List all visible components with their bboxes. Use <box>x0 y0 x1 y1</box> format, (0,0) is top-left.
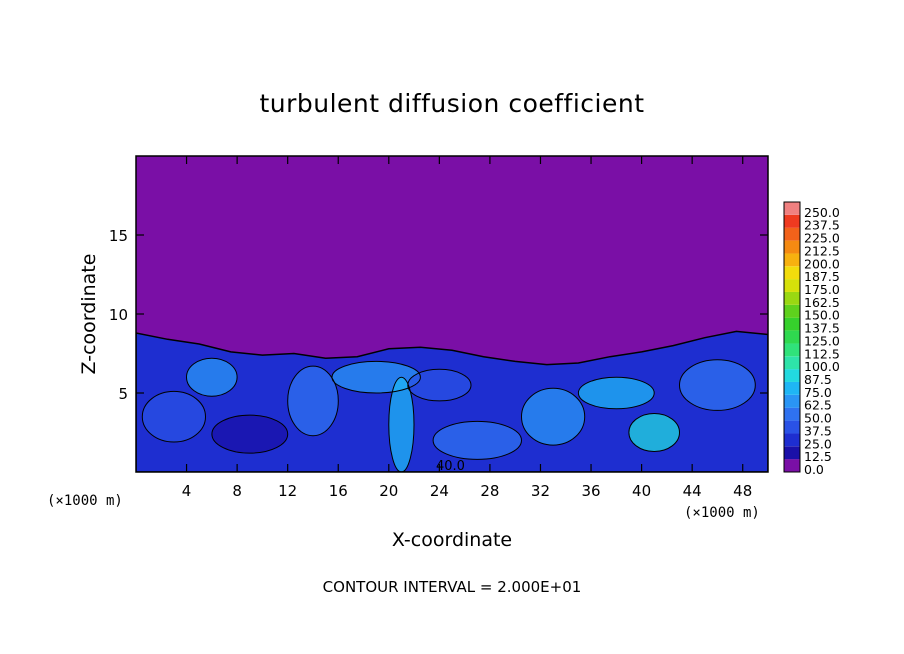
contour-label: 40.0 <box>436 459 465 474</box>
y-tick-label: 5 <box>118 385 128 403</box>
contour-interval-footer: CONTOUR INTERVAL = 2.000E+01 <box>323 578 582 596</box>
contour-line <box>407 368 472 402</box>
x-tick-label: 32 <box>531 482 550 500</box>
x-tick-label: 12 <box>278 482 297 500</box>
contour-line <box>331 360 421 394</box>
colorbar-label: 237.5 <box>804 218 840 233</box>
colorbar-swatch <box>784 407 800 421</box>
x-tick-label: 44 <box>683 482 702 500</box>
colorbar-swatch <box>784 240 800 254</box>
x-tick-label: 4 <box>182 482 192 500</box>
contour-line <box>388 376 415 472</box>
eddy-structure <box>521 388 585 446</box>
colorbar-label: 125.0 <box>804 333 840 348</box>
colorbar-swatch <box>784 382 800 395</box>
contour-line <box>521 387 586 446</box>
chart-title: turbulent diffusion coefficient <box>259 89 644 118</box>
colorbar-swatch <box>784 292 800 305</box>
contour-line <box>136 330 768 472</box>
contour-line <box>186 357 238 397</box>
x-tick-label: 16 <box>329 482 348 500</box>
colorbar-label: 150.0 <box>804 308 840 323</box>
y-tick-label: 10 <box>109 306 128 324</box>
colorbar-label: 200.0 <box>804 256 840 271</box>
x-tick-label: 48 <box>733 482 752 500</box>
colorbar-swatch <box>784 330 800 344</box>
colorbar-swatch <box>784 356 800 370</box>
contour-line <box>287 365 339 437</box>
contour-line <box>211 414 289 454</box>
x-axis-ticks: 4 8 12 16 20 24 28 32 36 40 44 48 <box>182 156 752 500</box>
colorbar-swatch <box>784 446 800 460</box>
eddy-structure <box>287 366 339 436</box>
eddy-structure <box>578 377 655 409</box>
plot-area <box>136 156 768 472</box>
turbulent-region <box>136 331 768 472</box>
y-tick-label: 15 <box>109 227 128 245</box>
colorbar-swatch <box>784 420 800 434</box>
eddy-structure <box>679 359 756 411</box>
y-axis-title: Z-coordinate <box>78 254 100 375</box>
colorbar-swatch <box>784 279 800 292</box>
contour-line <box>628 413 681 452</box>
colorbar-swatch <box>784 459 800 472</box>
colorbar-label: 62.5 <box>804 398 832 413</box>
colorbar-swatch <box>784 266 800 280</box>
eddy-structure <box>142 391 206 443</box>
colorbar-label: 100.0 <box>804 359 840 374</box>
contour-line <box>577 376 655 410</box>
eddy-structure <box>388 377 414 472</box>
colorbar-label: 112.5 <box>804 346 840 361</box>
contour-line <box>432 420 522 460</box>
x-tick-label: 8 <box>232 482 242 500</box>
eddy-structure <box>211 415 288 454</box>
x-tick-label: 24 <box>430 482 449 500</box>
eddy-structure <box>433 421 522 460</box>
colorbar-swatch <box>784 394 800 408</box>
colorbar-label: 225.0 <box>804 231 840 246</box>
colorbar-label: 0.0 <box>804 462 824 477</box>
colorbar-label: 187.5 <box>804 269 840 284</box>
colorbar-label: 87.5 <box>804 372 832 387</box>
colorbar-label: 212.5 <box>804 243 840 258</box>
colorbar-swatch <box>784 369 800 382</box>
colorbar-label: 162.5 <box>804 295 840 310</box>
colorbar-swatch <box>784 214 800 228</box>
eddy-structure <box>628 413 680 452</box>
eddy-structure <box>186 358 238 397</box>
colorbar-label: 12.5 <box>804 449 832 464</box>
colorbar-swatch <box>784 433 800 447</box>
x-axis-title: X-coordinate <box>392 529 512 551</box>
colorbar-label: 25.0 <box>804 436 832 451</box>
colorbar-label: 175.0 <box>804 282 840 297</box>
colorbar-swatch <box>784 317 800 331</box>
eddy-structure <box>407 369 471 401</box>
contour-line <box>679 359 756 411</box>
colorbar-swatch <box>784 253 800 267</box>
colorbar-label: 250.0 <box>804 205 840 220</box>
colorbar-swatch <box>784 343 800 357</box>
colorbar-label: 75.0 <box>804 385 832 400</box>
x-tick-label: 28 <box>480 482 499 500</box>
x-unit-label-right: (×1000 m) <box>684 505 760 521</box>
colorbar-frame <box>783 201 801 473</box>
colorbar-label: 37.5 <box>804 423 832 438</box>
colorbar-swatch <box>784 202 800 215</box>
colorbar-label: 137.5 <box>804 321 840 336</box>
x-tick-label: 36 <box>581 482 600 500</box>
x-unit-label-left: (×1000 m) <box>47 493 123 509</box>
colorbar-swatch <box>784 227 800 241</box>
y-axis-ticks: 5 10 15 <box>109 227 768 403</box>
x-tick-label: 20 <box>379 482 398 500</box>
colorbar-swatch <box>784 304 800 318</box>
colorbar: 0.012.525.037.550.062.575.087.5100.0112.… <box>783 201 840 477</box>
colorbar-label: 50.0 <box>804 411 832 426</box>
contour-line <box>141 390 206 443</box>
x-tick-label: 40 <box>632 482 651 500</box>
